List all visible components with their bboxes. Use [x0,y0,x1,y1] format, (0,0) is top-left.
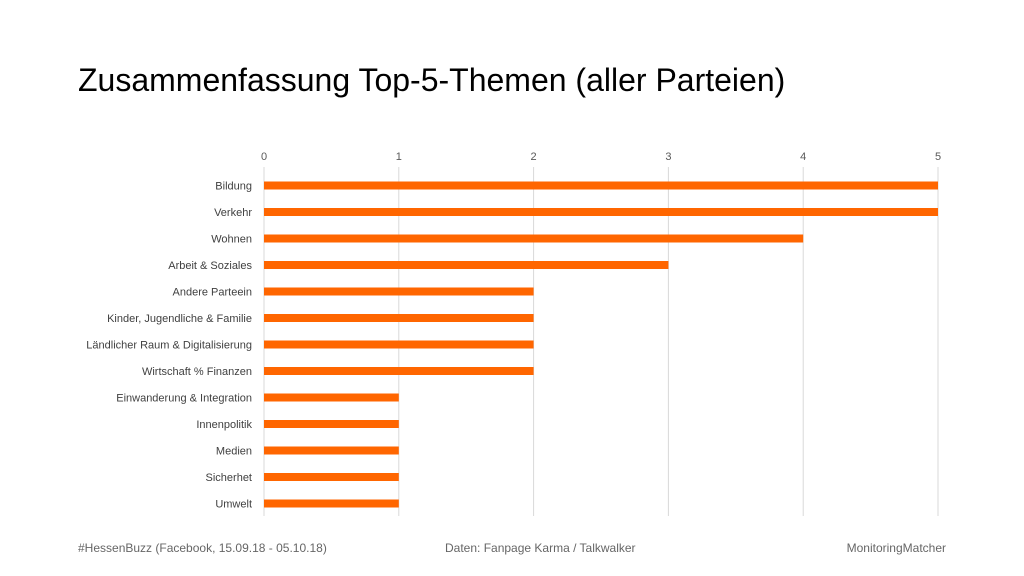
bar [264,208,938,216]
category-label: Umwelt [215,499,252,511]
category-label: Kinder, Jugendliche & Familie [107,313,252,325]
category-label: Wirtschaft % Finanzen [142,366,252,378]
category-label: Andere Parteein [173,287,253,299]
x-tick-label: 5 [935,151,941,163]
bar [264,420,399,428]
bar [264,314,534,322]
bar [264,261,669,269]
x-tick-label: 3 [665,151,671,163]
category-label: Wohnen [211,234,252,246]
category-label: Bildung [215,181,252,193]
x-tick-label: 0 [261,151,267,163]
x-axis-ticks: 0 1 2 3 4 5 [261,151,941,163]
bar [264,446,399,455]
bar [264,393,399,402]
footer-brand: MonitoringMatcher [846,541,946,555]
x-tick-label: 4 [800,151,806,163]
bars [264,181,938,508]
bar [264,181,938,190]
bar [264,234,804,243]
category-label: Einwanderung & Integration [116,393,252,405]
bar [264,499,399,508]
footer-data-source: Daten: Fanpage Karma / Talkwalker [445,541,636,555]
category-label: Innenpolitik [196,419,252,431]
category-labels: Bildung Verkehr Wohnen Arbeit & Soziales And… [86,181,252,511]
slide-title: Zusammenfassung Top-5-Themen (aller Part… [78,62,786,98]
category-label: Verkehr [214,207,252,219]
x-tick-label: 1 [396,151,402,163]
bar [264,473,399,481]
bar [264,340,534,349]
category-label: Medien [216,446,252,458]
category-label: Arbeit & Soziales [168,260,252,272]
footer-source-period: #HessenBuzz (Facebook, 15.09.18 - 05.10.… [78,541,327,555]
bar [264,287,534,296]
category-label: Ländlicher Raum & Digitalisierung [86,340,252,352]
category-label: Sicherhet [206,472,252,484]
x-tick-label: 2 [531,151,537,163]
bar [264,367,534,375]
